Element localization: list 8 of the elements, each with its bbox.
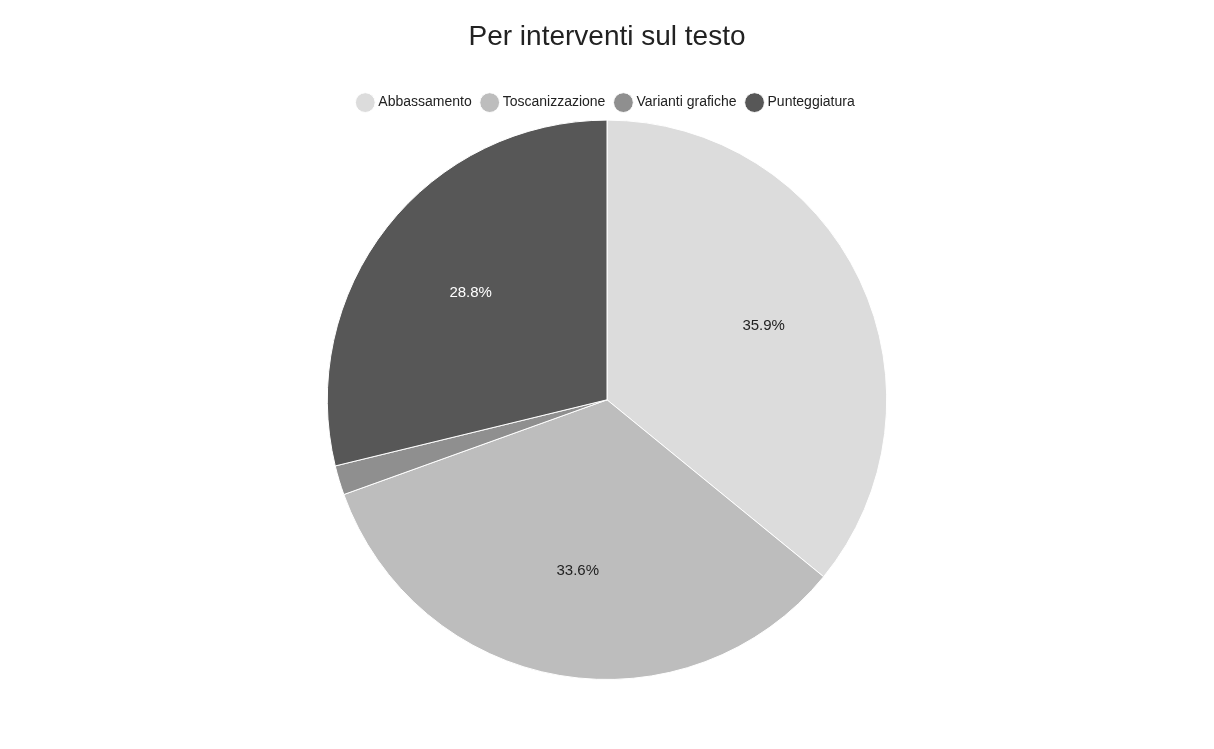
chart-title: Per interventi sul testo (468, 19, 746, 51)
data-label: 35.9% (742, 315, 785, 333)
legend-label: Varianti grafiche (636, 93, 737, 110)
data-label: 28.8% (449, 282, 492, 300)
legend-label: Toscanizzazione (502, 93, 606, 110)
legend-label: Punteggiatura (767, 93, 855, 110)
data-label: 33.6% (556, 560, 599, 578)
legend-label: Abbassamento (378, 93, 472, 110)
